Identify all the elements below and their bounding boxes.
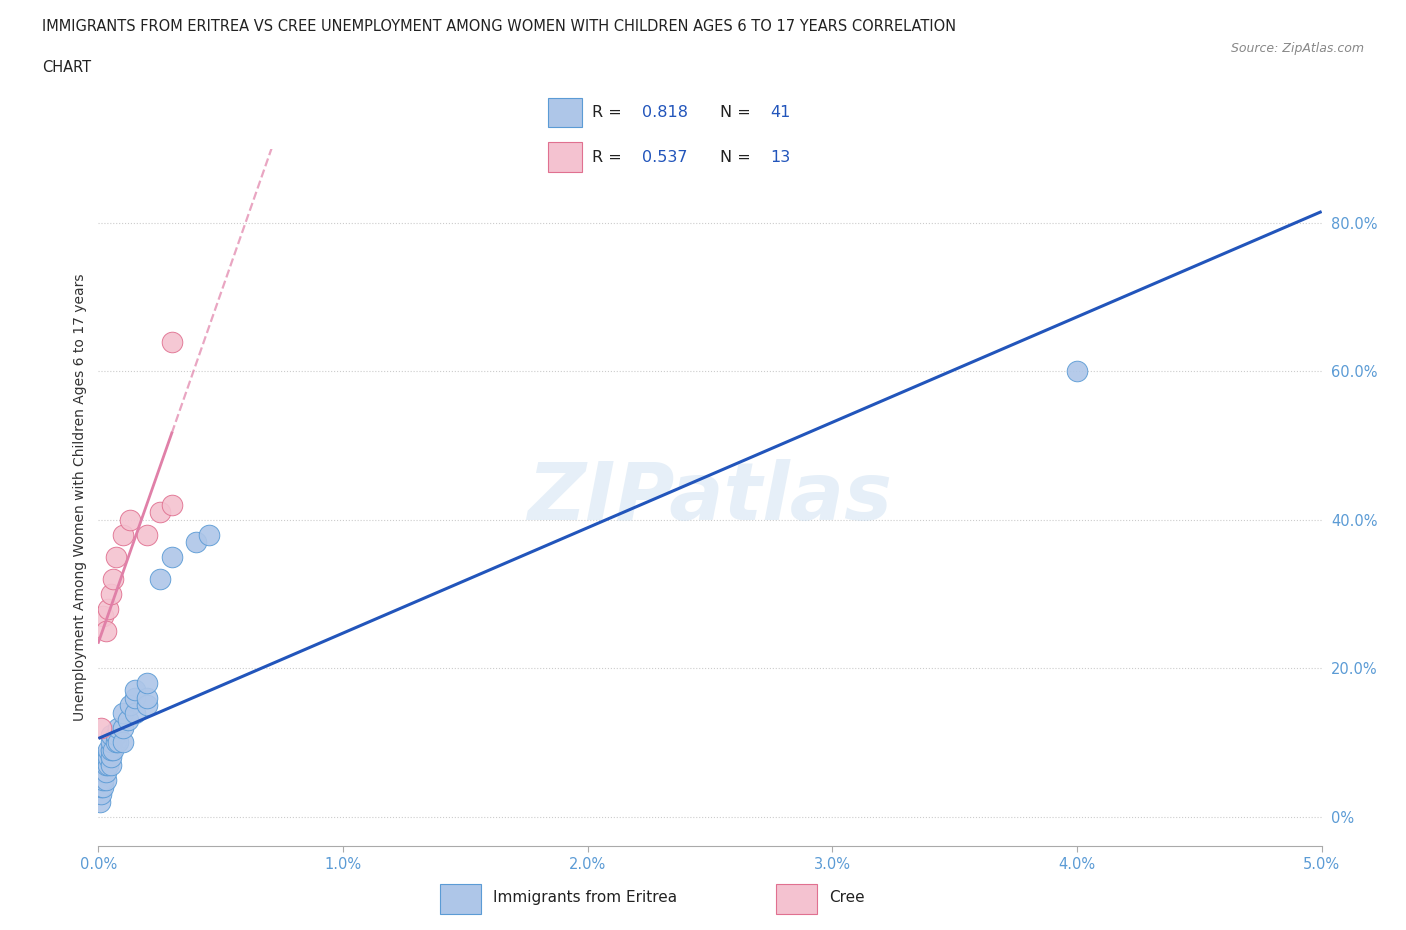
Text: 13: 13 <box>770 150 790 165</box>
Point <box>90 787 112 802</box>
Text: Immigrants from Eritrea: Immigrants from Eritrea <box>492 890 676 905</box>
Point <box>100 742 122 757</box>
Point <box>1066 364 1088 379</box>
Point <box>160 334 183 349</box>
Point <box>94 757 117 772</box>
Point <box>107 735 129 750</box>
Point <box>94 750 117 764</box>
FancyBboxPatch shape <box>776 884 817 913</box>
Point <box>94 764 117 779</box>
Point <box>100 750 122 764</box>
Point <box>111 705 134 720</box>
Point <box>100 735 122 750</box>
Text: 0.818: 0.818 <box>643 105 689 120</box>
Point <box>94 624 117 639</box>
Point <box>91 609 114 624</box>
Point <box>149 505 172 520</box>
Point <box>111 735 134 750</box>
Point <box>124 683 146 698</box>
Point <box>149 572 172 587</box>
Point <box>101 572 124 587</box>
Point <box>104 735 127 750</box>
Point <box>89 794 111 809</box>
Point <box>124 705 146 720</box>
Point <box>111 527 134 542</box>
Point <box>120 698 142 712</box>
Text: IMMIGRANTS FROM ERITREA VS CREE UNEMPLOYMENT AMONG WOMEN WITH CHILDREN AGES 6 TO: IMMIGRANTS FROM ERITREA VS CREE UNEMPLOY… <box>42 19 956 33</box>
Text: 41: 41 <box>770 105 790 120</box>
Point <box>91 757 114 772</box>
Point <box>97 602 120 617</box>
Text: R =: R = <box>592 150 627 165</box>
FancyBboxPatch shape <box>440 884 481 913</box>
Point <box>91 772 114 787</box>
Point <box>97 742 120 757</box>
Point <box>97 750 120 764</box>
FancyBboxPatch shape <box>548 98 582 127</box>
Point <box>117 712 139 727</box>
Point <box>90 779 112 794</box>
Point <box>107 720 129 735</box>
Point <box>90 772 112 787</box>
Point <box>91 779 114 794</box>
Point <box>136 690 159 705</box>
Text: Source: ZipAtlas.com: Source: ZipAtlas.com <box>1230 42 1364 55</box>
Text: CHART: CHART <box>42 60 91 75</box>
Point <box>91 764 114 779</box>
Point <box>136 698 159 712</box>
Point <box>94 772 117 787</box>
Point <box>136 527 159 542</box>
Point <box>111 720 134 735</box>
Point <box>100 587 122 602</box>
Y-axis label: Unemployment Among Women with Children Ages 6 to 17 years: Unemployment Among Women with Children A… <box>73 273 87 722</box>
Text: R =: R = <box>592 105 627 120</box>
Point <box>100 727 122 742</box>
Point <box>104 727 127 742</box>
Text: Cree: Cree <box>830 890 865 905</box>
Point <box>90 720 112 735</box>
Point <box>186 535 208 550</box>
Point <box>100 757 122 772</box>
Text: 0.537: 0.537 <box>643 150 688 165</box>
Point <box>197 527 219 542</box>
Point <box>160 498 183 512</box>
Point <box>97 757 120 772</box>
Point <box>101 742 124 757</box>
Point <box>136 675 159 690</box>
Point <box>104 550 127 565</box>
Point <box>124 690 146 705</box>
Text: N =: N = <box>720 150 756 165</box>
FancyBboxPatch shape <box>548 142 582 172</box>
Text: ZIPatlas: ZIPatlas <box>527 458 893 537</box>
Point <box>120 512 142 527</box>
Point <box>160 550 183 565</box>
Text: N =: N = <box>720 105 756 120</box>
